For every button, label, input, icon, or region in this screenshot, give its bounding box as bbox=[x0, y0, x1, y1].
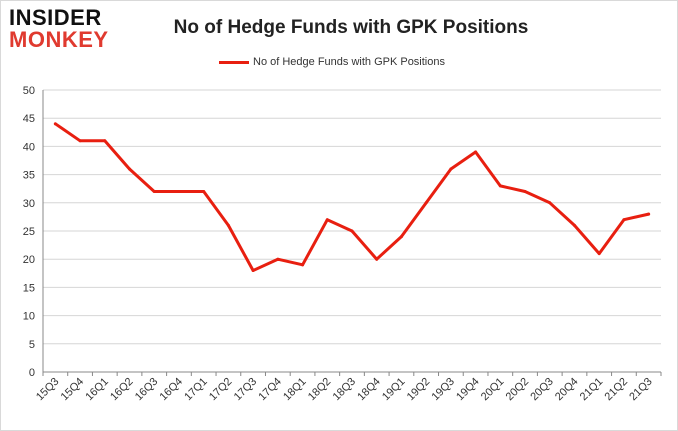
x-tick-label: 15Q4 bbox=[59, 376, 87, 404]
x-tick-label: 17Q3 bbox=[232, 376, 260, 404]
x-tick-label: 17Q2 bbox=[207, 376, 235, 404]
x-tick-label: 19Q3 bbox=[429, 376, 457, 404]
y-tick-label: 40 bbox=[23, 141, 35, 153]
data-point bbox=[449, 167, 453, 171]
data-point bbox=[226, 223, 230, 227]
data-point bbox=[424, 201, 428, 205]
data-point bbox=[597, 252, 601, 256]
legend-swatch bbox=[219, 60, 249, 64]
data-point bbox=[78, 139, 82, 143]
x-tick-label: 16Q2 bbox=[108, 376, 136, 404]
x-tick-label: 20Q3 bbox=[528, 376, 556, 404]
x-tick-label: 21Q2 bbox=[603, 376, 631, 404]
chart-legend: No of Hedge Funds with GPK Positions bbox=[219, 54, 445, 70]
logo-text-top: INSIDER bbox=[9, 5, 102, 30]
x-tick-label: 16Q3 bbox=[133, 376, 161, 404]
data-point bbox=[53, 122, 57, 126]
y-tick-label: 25 bbox=[23, 226, 35, 238]
x-tick-labels: 15Q315Q416Q116Q216Q316Q417Q117Q217Q317Q4… bbox=[34, 376, 655, 404]
data-point bbox=[103, 139, 107, 143]
y-tick-label: 50 bbox=[23, 85, 35, 97]
x-tick-label: 20Q1 bbox=[479, 376, 507, 404]
data-point bbox=[152, 190, 156, 194]
data-point bbox=[202, 190, 206, 194]
data-point bbox=[498, 184, 502, 188]
chart-title: No of Hedge Funds with GPK Positions bbox=[173, 17, 529, 38]
y-tick-label: 30 bbox=[23, 198, 35, 210]
data-point bbox=[399, 235, 403, 239]
axes bbox=[42, 90, 662, 376]
data-point bbox=[325, 218, 329, 222]
data-point bbox=[474, 150, 478, 154]
data-point bbox=[350, 229, 354, 233]
logo-text-bottom: MONKEY bbox=[9, 27, 109, 52]
x-tick-label: 18Q2 bbox=[306, 376, 334, 404]
x-tick-label: 21Q3 bbox=[627, 376, 655, 404]
data-point bbox=[572, 223, 576, 227]
x-tick-label: 17Q1 bbox=[182, 376, 210, 404]
x-tick-label: 18Q1 bbox=[281, 376, 309, 404]
data-point bbox=[622, 218, 626, 222]
series-line bbox=[53, 122, 651, 272]
y-tick-label: 5 bbox=[29, 339, 35, 351]
x-tick-label: 19Q1 bbox=[380, 376, 408, 404]
insider-monkey-logo: INSIDER MONKEY bbox=[9, 7, 127, 53]
x-tick-label: 19Q2 bbox=[405, 376, 433, 404]
x-tick-label: 15Q3 bbox=[34, 376, 62, 404]
series-layer bbox=[53, 122, 651, 272]
x-tick-label: 17Q4 bbox=[256, 376, 284, 404]
data-point bbox=[276, 257, 280, 261]
x-tick-label: 16Q1 bbox=[83, 376, 111, 404]
y-tick-label: 0 bbox=[29, 367, 35, 379]
data-point bbox=[548, 201, 552, 205]
y-tick-label: 35 bbox=[23, 170, 35, 182]
y-tick-labels: 0 5 10 15 20 25 30 35 40 45 50 bbox=[23, 85, 35, 379]
y-tick-label: 20 bbox=[23, 254, 35, 266]
data-point bbox=[251, 268, 255, 272]
x-tick-label: 20Q4 bbox=[553, 376, 581, 404]
grid-lines bbox=[43, 89, 661, 345]
legend-label: No of Hedge Funds with GPK Positions bbox=[253, 56, 445, 68]
x-tick-label: 21Q1 bbox=[578, 376, 606, 404]
x-tick-label: 18Q3 bbox=[331, 376, 359, 404]
data-point bbox=[177, 190, 181, 194]
data-point bbox=[375, 257, 379, 261]
x-tick-label: 19Q4 bbox=[454, 376, 482, 404]
y-tick-label: 10 bbox=[23, 311, 35, 323]
y-tick-label: 15 bbox=[23, 282, 35, 294]
y-tick-label: 45 bbox=[23, 113, 35, 125]
x-tick-label: 18Q4 bbox=[355, 376, 383, 404]
data-point bbox=[523, 190, 527, 194]
data-point bbox=[647, 212, 651, 216]
data-point bbox=[128, 167, 132, 171]
data-point bbox=[301, 263, 305, 267]
x-tick-label: 16Q4 bbox=[158, 376, 186, 404]
x-tick-label: 20Q2 bbox=[504, 376, 532, 404]
